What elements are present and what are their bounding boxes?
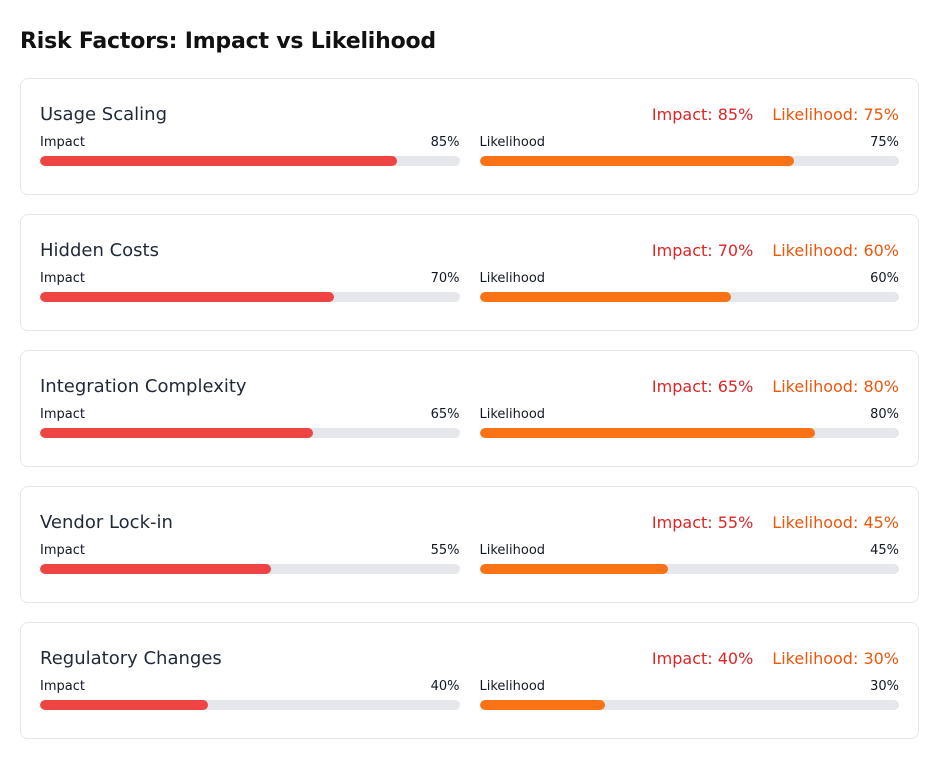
impact-metric: Impact 40% xyxy=(40,678,460,710)
likelihood-bar-track xyxy=(479,564,899,574)
page-title: Risk Factors: Impact vs Likelihood xyxy=(20,29,436,54)
likelihood-label: Likelihood xyxy=(479,407,546,422)
impact-summary: Impact: 70% xyxy=(651,240,754,260)
risk-summary: Impact: 85% Likelihood: 75% xyxy=(652,105,899,124)
impact-bar-fill xyxy=(40,292,334,302)
impact-summary: Impact: 40% xyxy=(651,648,754,668)
likelihood-metric: Likelihood 80% xyxy=(479,406,899,438)
impact-bar-track xyxy=(40,292,460,302)
likelihood-label: Likelihood xyxy=(479,271,546,286)
likelihood-bar-track xyxy=(479,292,899,302)
risk-summary: Impact: 40% Likelihood: 30% xyxy=(652,649,899,668)
likelihood-bar-fill xyxy=(479,156,795,166)
likelihood-value: 45% xyxy=(870,543,899,558)
impact-summary: Impact: 65% xyxy=(651,376,754,396)
likelihood-summary: Likelihood: 80% xyxy=(772,376,899,396)
risk-metrics: Impact 65% Likelihood 80% xyxy=(40,406,899,438)
risk-metrics: Impact 85% Likelihood 75% xyxy=(40,134,899,166)
risk-card-header: Usage Scaling Impact: 85% Likelihood: 75… xyxy=(40,99,899,129)
risk-card-header: Integration Complexity Impact: 65% Likel… xyxy=(40,371,899,401)
impact-label: Impact xyxy=(40,679,85,694)
impact-bar-fill xyxy=(40,700,208,710)
impact-label: Impact xyxy=(40,135,85,150)
impact-metric: Impact 85% xyxy=(40,134,460,166)
risk-card: Hidden Costs Impact: 70% Likelihood: 60%… xyxy=(20,214,919,331)
likelihood-metric: Likelihood 45% xyxy=(479,542,899,574)
risk-card: Usage Scaling Impact: 85% Likelihood: 75… xyxy=(20,78,919,195)
risk-name: Hidden Costs xyxy=(40,239,159,261)
impact-metric: Impact 70% xyxy=(40,270,460,302)
impact-bar-fill xyxy=(40,564,271,574)
risk-name: Usage Scaling xyxy=(40,103,167,125)
impact-value: 40% xyxy=(430,679,460,694)
risk-card-header: Hidden Costs Impact: 70% Likelihood: 60% xyxy=(40,235,899,265)
impact-label: Impact xyxy=(40,271,85,286)
impact-value: 85% xyxy=(430,135,460,150)
likelihood-value: 80% xyxy=(870,407,899,422)
likelihood-bar-fill xyxy=(479,428,816,438)
risk-summary: Impact: 70% Likelihood: 60% xyxy=(652,241,899,260)
risk-card: Vendor Lock-in Impact: 55% Likelihood: 4… xyxy=(20,486,919,603)
risk-card-header: Regulatory Changes Impact: 40% Likelihoo… xyxy=(40,643,899,673)
likelihood-bar-track xyxy=(479,156,899,166)
risk-name: Vendor Lock-in xyxy=(40,511,173,533)
likelihood-bar-fill xyxy=(479,700,606,710)
impact-metric: Impact 65% xyxy=(40,406,460,438)
likelihood-bar-fill xyxy=(479,292,732,302)
impact-value: 55% xyxy=(430,543,460,558)
likelihood-value: 75% xyxy=(870,135,899,150)
risk-card-list: Usage Scaling Impact: 85% Likelihood: 75… xyxy=(20,78,919,739)
impact-summary: Impact: 55% xyxy=(651,512,754,532)
risk-card-header: Vendor Lock-in Impact: 55% Likelihood: 4… xyxy=(40,507,899,537)
risk-name: Integration Complexity xyxy=(40,375,247,397)
risk-metrics: Impact 55% Likelihood 45% xyxy=(40,542,899,574)
impact-summary: Impact: 85% xyxy=(651,104,754,124)
likelihood-label: Likelihood xyxy=(479,135,546,150)
likelihood-metric: Likelihood 60% xyxy=(479,270,899,302)
likelihood-summary: Likelihood: 60% xyxy=(772,240,899,260)
risk-summary: Impact: 55% Likelihood: 45% xyxy=(652,513,899,532)
likelihood-label: Likelihood xyxy=(479,679,546,694)
impact-bar-fill xyxy=(40,156,397,166)
risk-card: Integration Complexity Impact: 65% Likel… xyxy=(20,350,919,467)
likelihood-summary: Likelihood: 75% xyxy=(772,104,899,124)
impact-bar-track xyxy=(40,428,460,438)
impact-label: Impact xyxy=(40,407,85,422)
impact-label: Impact xyxy=(40,543,85,558)
impact-bar-track xyxy=(40,156,460,166)
likelihood-bar-fill xyxy=(479,564,669,574)
impact-value: 65% xyxy=(430,407,460,422)
likelihood-summary: Likelihood: 45% xyxy=(772,512,899,532)
likelihood-value: 30% xyxy=(870,679,899,694)
impact-bar-fill xyxy=(40,428,313,438)
likelihood-metric: Likelihood 75% xyxy=(479,134,899,166)
impact-bar-track xyxy=(40,564,460,574)
risk-name: Regulatory Changes xyxy=(40,647,222,669)
likelihood-bar-track xyxy=(479,428,899,438)
likelihood-bar-track xyxy=(479,700,899,710)
likelihood-summary: Likelihood: 30% xyxy=(772,648,899,668)
impact-bar-track xyxy=(40,700,460,710)
risk-card: Regulatory Changes Impact: 40% Likelihoo… xyxy=(20,622,919,739)
likelihood-label: Likelihood xyxy=(479,543,546,558)
risk-metrics: Impact 40% Likelihood 30% xyxy=(40,678,899,710)
impact-value: 70% xyxy=(430,271,460,286)
likelihood-value: 60% xyxy=(870,271,899,286)
likelihood-metric: Likelihood 30% xyxy=(479,678,899,710)
impact-metric: Impact 55% xyxy=(40,542,460,574)
risk-metrics: Impact 70% Likelihood 60% xyxy=(40,270,899,302)
risk-summary: Impact: 65% Likelihood: 80% xyxy=(652,377,899,396)
